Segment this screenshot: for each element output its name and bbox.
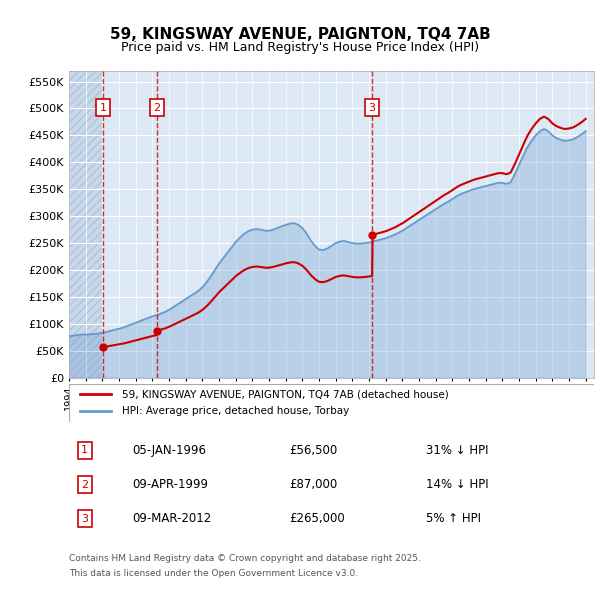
Text: 59, KINGSWAY AVENUE, PAIGNTON, TQ4 7AB: 59, KINGSWAY AVENUE, PAIGNTON, TQ4 7AB <box>110 27 490 41</box>
Text: 3: 3 <box>368 103 376 113</box>
Text: 05-JAN-1996: 05-JAN-1996 <box>132 444 206 457</box>
Text: Contains HM Land Registry data © Crown copyright and database right 2025.: Contains HM Land Registry data © Crown c… <box>69 555 421 563</box>
Text: £265,000: £265,000 <box>290 512 345 525</box>
Bar <box>69 71 103 378</box>
Text: 2: 2 <box>154 103 161 113</box>
Text: This data is licensed under the Open Government Licence v3.0.: This data is licensed under the Open Gov… <box>69 569 358 578</box>
Text: 3: 3 <box>81 514 88 523</box>
Text: £56,500: £56,500 <box>290 444 338 457</box>
Text: 5% ↑ HPI: 5% ↑ HPI <box>426 512 481 525</box>
Text: 09-MAR-2012: 09-MAR-2012 <box>132 512 211 525</box>
Text: 1: 1 <box>100 103 106 113</box>
Text: £87,000: £87,000 <box>290 478 338 491</box>
Text: Price paid vs. HM Land Registry's House Price Index (HPI): Price paid vs. HM Land Registry's House … <box>121 41 479 54</box>
Text: 2: 2 <box>81 480 88 490</box>
FancyBboxPatch shape <box>69 384 594 422</box>
Text: HPI: Average price, detached house, Torbay: HPI: Average price, detached house, Torb… <box>121 406 349 416</box>
Text: 1: 1 <box>81 445 88 455</box>
Text: 31% ↓ HPI: 31% ↓ HPI <box>426 444 488 457</box>
Text: 09-APR-1999: 09-APR-1999 <box>132 478 208 491</box>
Text: 59, KINGSWAY AVENUE, PAIGNTON, TQ4 7AB (detached house): 59, KINGSWAY AVENUE, PAIGNTON, TQ4 7AB (… <box>121 389 448 399</box>
Text: 14% ↓ HPI: 14% ↓ HPI <box>426 478 488 491</box>
